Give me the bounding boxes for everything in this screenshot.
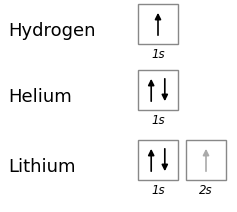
Text: 1s: 1s: [151, 184, 165, 197]
Bar: [138, 140, 178, 180]
Bar: [138, 4, 178, 44]
Bar: [186, 140, 226, 180]
Bar: [138, 70, 178, 110]
Text: Lithium: Lithium: [8, 158, 76, 176]
Text: Hydrogen: Hydrogen: [8, 22, 96, 40]
Text: 1s: 1s: [151, 114, 165, 127]
Text: 1s: 1s: [151, 48, 165, 61]
Text: 2s: 2s: [199, 184, 213, 197]
Text: Helium: Helium: [8, 88, 72, 106]
